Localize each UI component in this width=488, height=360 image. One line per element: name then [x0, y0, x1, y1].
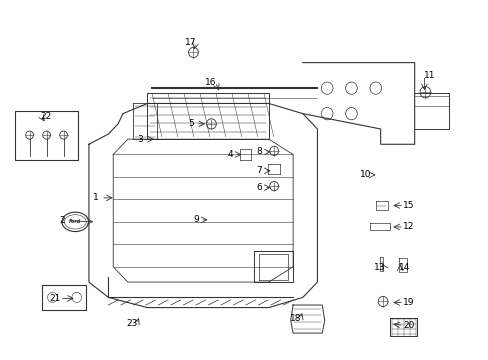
Text: 17: 17 [185, 38, 196, 47]
Text: 6: 6 [256, 183, 262, 192]
Text: 12: 12 [402, 222, 414, 231]
Text: 14: 14 [398, 263, 410, 272]
Text: 1: 1 [93, 193, 99, 202]
Text: 18: 18 [289, 314, 301, 323]
Text: 11: 11 [423, 71, 434, 80]
Text: 5: 5 [188, 120, 194, 129]
Text: 23: 23 [126, 319, 137, 328]
Text: 9: 9 [193, 215, 198, 224]
Bar [15, 111, 78, 159]
Text: 16: 16 [204, 77, 216, 86]
Text: 10: 10 [360, 170, 371, 179]
Text: 15: 15 [402, 201, 414, 210]
Text: 13: 13 [373, 263, 385, 272]
Text: 20: 20 [402, 321, 414, 330]
Text: 7: 7 [256, 166, 262, 175]
Text: 19: 19 [402, 298, 414, 307]
Text: 21: 21 [49, 294, 61, 303]
Text: 2: 2 [59, 216, 65, 225]
Text: 8: 8 [256, 148, 262, 157]
Text: 22: 22 [41, 112, 52, 121]
Text: Ford: Ford [69, 219, 81, 224]
Text: 4: 4 [226, 150, 232, 159]
Text: 3: 3 [137, 135, 142, 144]
